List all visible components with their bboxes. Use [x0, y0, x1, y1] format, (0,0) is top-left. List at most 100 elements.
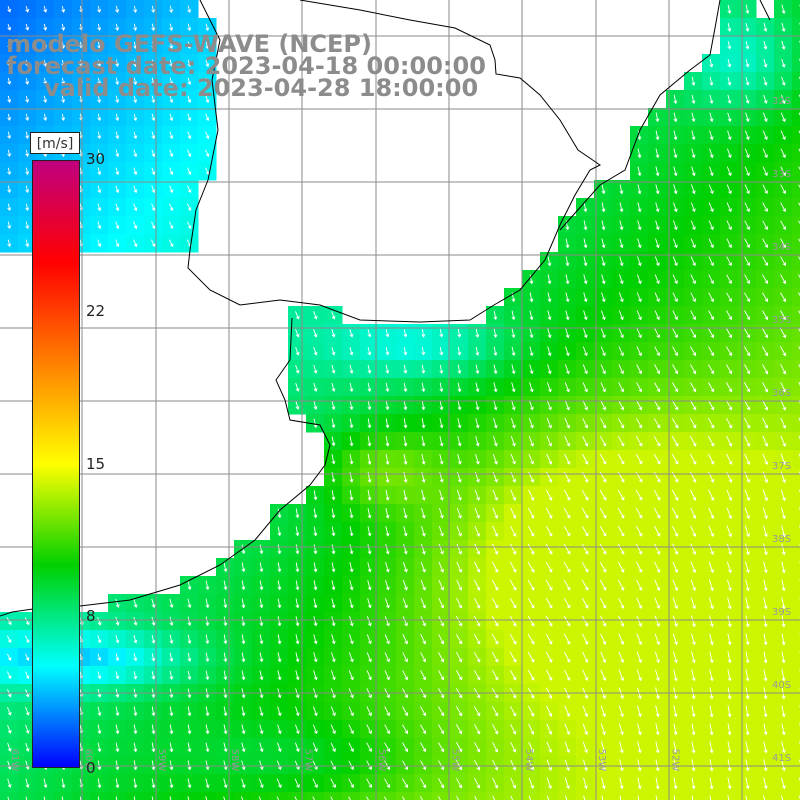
wind-speed-cell [774, 792, 793, 800]
wind-arrow [187, 95, 192, 104]
wind-arrow [599, 453, 607, 465]
wind-arrow [726, 364, 733, 375]
wind-arrow [745, 795, 748, 800]
wind-arrow [97, 616, 102, 626]
wind-arrow [780, 238, 787, 249]
wind-arrow [313, 508, 318, 519]
wind-arrow [762, 292, 769, 303]
wind-arrow [25, 706, 30, 716]
wind-arrow [313, 598, 318, 609]
wind-arrow [709, 59, 714, 68]
wind-arrow [223, 562, 228, 573]
wind-arrow [169, 59, 174, 68]
wind-arrow [456, 579, 463, 591]
wind-arrow [384, 724, 391, 735]
wind-arrow [726, 417, 733, 429]
wind-arrow [7, 796, 10, 800]
wind-arrow [313, 382, 318, 392]
wind-arrow [709, 777, 714, 790]
wind-arrow [780, 346, 787, 357]
wind-arrow [546, 723, 553, 735]
wind-arrow [780, 184, 786, 195]
wind-arrow [672, 561, 679, 573]
wind-arrow [690, 525, 697, 537]
wind-arrow [115, 724, 120, 735]
wind-arrow [187, 167, 192, 176]
wind-arrow [295, 634, 300, 645]
wind-arrow [115, 77, 120, 86]
wind-arrow [438, 525, 444, 537]
wind-arrow [474, 796, 478, 800]
wind-arrow [97, 221, 102, 230]
wind-arrow [690, 543, 697, 555]
wind-speed-cell [198, 792, 217, 800]
wind-arrow [653, 418, 661, 429]
wind-arrow [187, 796, 190, 800]
wind-arrow [726, 292, 733, 303]
wind-arrow [151, 796, 154, 800]
wind-arrow [510, 507, 517, 519]
wind-arrow [636, 346, 642, 357]
longitude-label: 53W [596, 749, 607, 772]
wind-arrow [205, 23, 210, 32]
wind-arrow [385, 382, 390, 393]
wind-arrow [546, 418, 552, 429]
wind-arrow [763, 579, 768, 592]
wind-arrow [618, 382, 625, 393]
wind-arrow [619, 220, 624, 231]
wind-arrow [313, 329, 318, 338]
wind-arrow [205, 778, 210, 789]
wind-arrow [133, 77, 138, 86]
longitude-label: 61W [9, 749, 20, 772]
wind-arrow [600, 651, 607, 663]
wind-speed-cell [792, 792, 800, 800]
wind-arrow [672, 346, 679, 357]
wind-arrow [295, 652, 300, 663]
wind-arrow [744, 184, 750, 195]
wind-arrow [690, 328, 697, 339]
wind-arrow [655, 220, 660, 231]
latitude-labels: 32S 33S 34S 35S 36S 37S 38S 39S 40S 41S [772, 96, 791, 764]
wind-arrow [673, 723, 678, 736]
wind-arrow [726, 238, 732, 249]
wind-arrow [654, 256, 660, 267]
wind-arrow [582, 651, 589, 663]
wind-arrow [348, 652, 354, 663]
wind-arrow [43, 41, 48, 49]
wind-arrow [493, 310, 498, 321]
wind-arrow [7, 778, 12, 789]
wind-arrow [384, 670, 390, 681]
wind-arrow [133, 778, 138, 789]
wind-arrow [294, 742, 300, 753]
wind-arrow [384, 634, 390, 645]
wind-arrow [241, 724, 246, 735]
wind-arrow [205, 598, 210, 609]
wind-arrow [618, 579, 625, 591]
wind-arrow [547, 256, 552, 267]
wind-arrow [529, 310, 534, 321]
wind-arrow [565, 274, 570, 285]
wind-arrow [637, 220, 642, 231]
wind-speed-cell [792, 540, 800, 559]
wind-arrow [745, 759, 750, 772]
wind-arrow [403, 347, 408, 356]
wind-arrow [744, 292, 751, 303]
wind-arrow [617, 435, 625, 447]
wind-speed-cell [792, 468, 800, 487]
wind-arrow [691, 651, 696, 664]
wind-arrow [205, 131, 210, 140]
wind-arrow [564, 453, 571, 465]
wind-arrow [240, 796, 244, 800]
wind-arrow [581, 543, 589, 555]
wind-arrow [546, 795, 550, 800]
wind-arrow [438, 634, 445, 645]
wind-arrow [169, 23, 174, 32]
wind-speed-cell [450, 792, 469, 800]
wind-arrow [691, 705, 696, 718]
wind-arrow [312, 724, 318, 735]
wind-arrow [277, 616, 282, 627]
wind-arrow [456, 597, 463, 609]
wind-arrow [115, 742, 120, 753]
wind-arrow [205, 706, 210, 717]
wind-arrow [491, 579, 499, 591]
